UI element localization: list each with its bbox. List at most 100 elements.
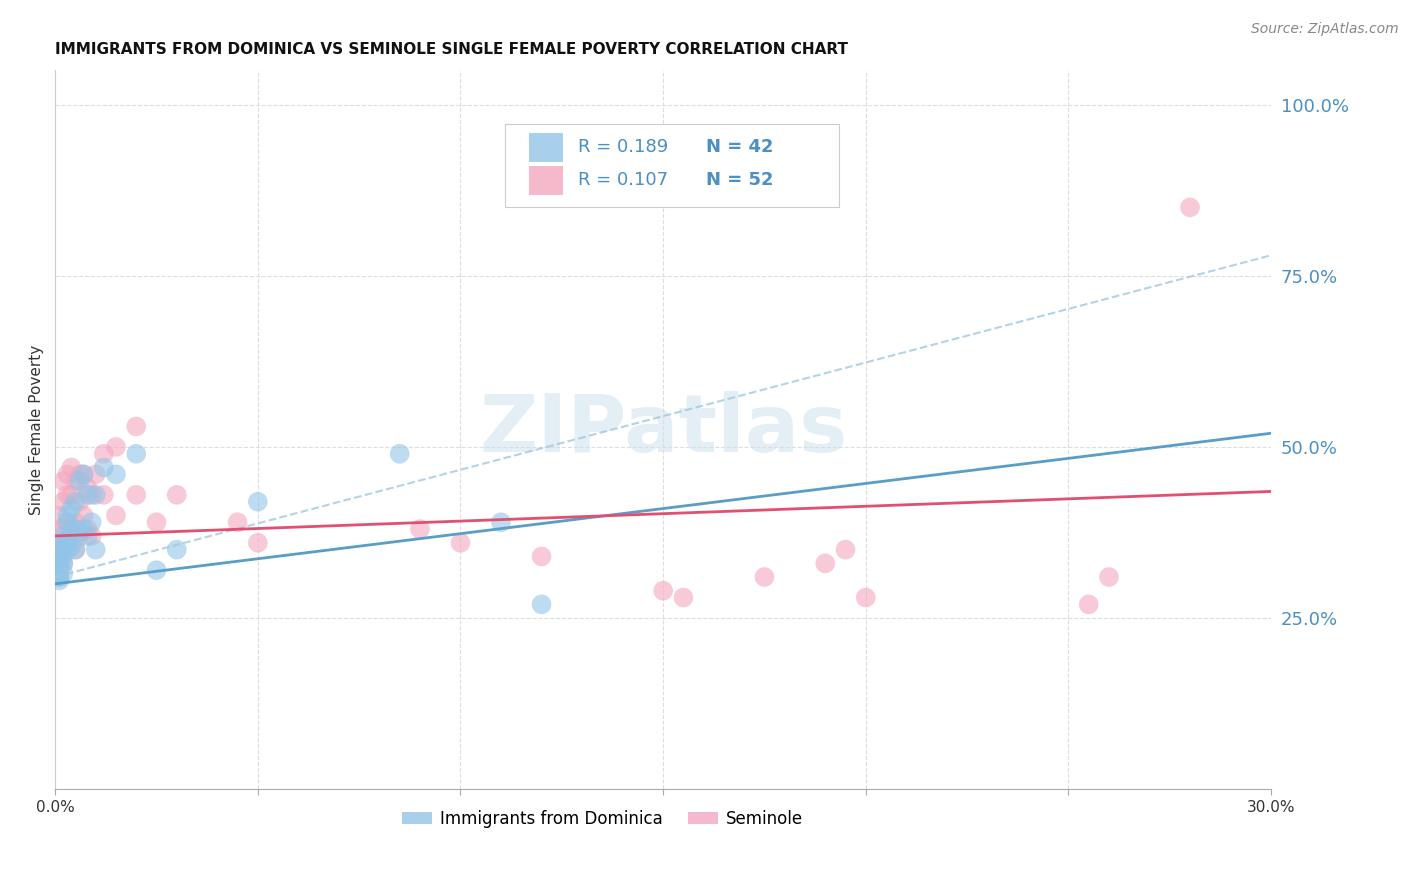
- FancyBboxPatch shape: [530, 166, 564, 194]
- Point: [48, 522, 70, 536]
- Point: [672, 591, 695, 605]
- Point: [834, 542, 856, 557]
- Text: R = 0.107: R = 0.107: [578, 171, 668, 189]
- Point: [48, 508, 70, 523]
- Point: [48, 549, 70, 564]
- Point: [246, 494, 269, 508]
- Point: [48, 549, 70, 564]
- Point: [69, 494, 91, 508]
- Point: [84, 488, 107, 502]
- Point: [754, 570, 776, 584]
- Point: [388, 447, 411, 461]
- Point: [1077, 598, 1099, 612]
- Point: [65, 522, 87, 536]
- Point: [48, 557, 70, 571]
- Point: [56, 508, 79, 523]
- Point: [855, 591, 877, 605]
- Point: [48, 559, 70, 574]
- Text: N = 42: N = 42: [706, 138, 773, 156]
- Point: [814, 557, 837, 571]
- Point: [60, 460, 83, 475]
- Point: [69, 474, 91, 488]
- Point: [48, 570, 70, 584]
- Point: [76, 522, 98, 536]
- Point: [530, 549, 553, 564]
- Point: [56, 535, 79, 549]
- Point: [65, 542, 87, 557]
- Point: [56, 467, 79, 482]
- Point: [76, 481, 98, 495]
- Point: [65, 542, 87, 557]
- Point: [104, 508, 127, 523]
- Point: [125, 447, 148, 461]
- Point: [60, 501, 83, 516]
- Point: [52, 529, 75, 543]
- Point: [65, 515, 87, 529]
- Point: [489, 515, 512, 529]
- Point: [52, 535, 75, 549]
- Point: [56, 488, 79, 502]
- Point: [52, 522, 75, 536]
- Point: [1098, 570, 1121, 584]
- Point: [60, 522, 83, 536]
- Point: [93, 460, 115, 475]
- Text: Source: ZipAtlas.com: Source: ZipAtlas.com: [1251, 22, 1399, 37]
- Point: [48, 535, 70, 549]
- Point: [65, 494, 87, 508]
- Point: [69, 529, 91, 543]
- Point: [56, 515, 79, 529]
- FancyBboxPatch shape: [530, 133, 564, 161]
- Point: [246, 535, 269, 549]
- Point: [145, 515, 167, 529]
- Point: [72, 508, 94, 523]
- Point: [93, 447, 115, 461]
- Point: [48, 566, 70, 581]
- Point: [76, 488, 98, 502]
- Point: [65, 474, 87, 488]
- Point: [530, 598, 553, 612]
- Point: [1178, 200, 1201, 214]
- Point: [145, 563, 167, 577]
- Point: [52, 566, 75, 581]
- Point: [80, 488, 103, 502]
- Point: [52, 549, 75, 564]
- Point: [56, 535, 79, 549]
- Text: N = 52: N = 52: [706, 171, 773, 189]
- FancyBboxPatch shape: [505, 124, 839, 207]
- Point: [48, 574, 70, 588]
- Point: [76, 529, 98, 543]
- Point: [48, 563, 70, 577]
- Point: [69, 525, 91, 540]
- Point: [80, 515, 103, 529]
- Point: [52, 542, 75, 557]
- Point: [56, 515, 79, 529]
- Point: [450, 535, 472, 549]
- Point: [60, 525, 83, 540]
- Point: [125, 419, 148, 434]
- Point: [72, 467, 94, 482]
- Legend: Immigrants from Dominica, Seminole: Immigrants from Dominica, Seminole: [395, 804, 810, 835]
- Point: [93, 488, 115, 502]
- Point: [226, 515, 249, 529]
- Point: [166, 488, 188, 502]
- Point: [652, 583, 675, 598]
- Text: ZIPatlas: ZIPatlas: [479, 391, 848, 469]
- Point: [69, 467, 91, 482]
- Point: [72, 467, 94, 482]
- Text: R = 0.189: R = 0.189: [578, 138, 668, 156]
- Point: [104, 440, 127, 454]
- Point: [52, 542, 75, 557]
- Point: [80, 529, 103, 543]
- Point: [60, 488, 83, 502]
- Y-axis label: Single Female Poverty: Single Female Poverty: [30, 344, 44, 515]
- Point: [60, 539, 83, 553]
- Point: [52, 557, 75, 571]
- Point: [84, 542, 107, 557]
- Point: [72, 522, 94, 536]
- Point: [52, 474, 75, 488]
- Point: [84, 467, 107, 482]
- Point: [166, 542, 188, 557]
- Point: [125, 488, 148, 502]
- Text: IMMIGRANTS FROM DOMINICA VS SEMINOLE SINGLE FEMALE POVERTY CORRELATION CHART: IMMIGRANTS FROM DOMINICA VS SEMINOLE SIN…: [55, 42, 848, 57]
- Point: [52, 557, 75, 571]
